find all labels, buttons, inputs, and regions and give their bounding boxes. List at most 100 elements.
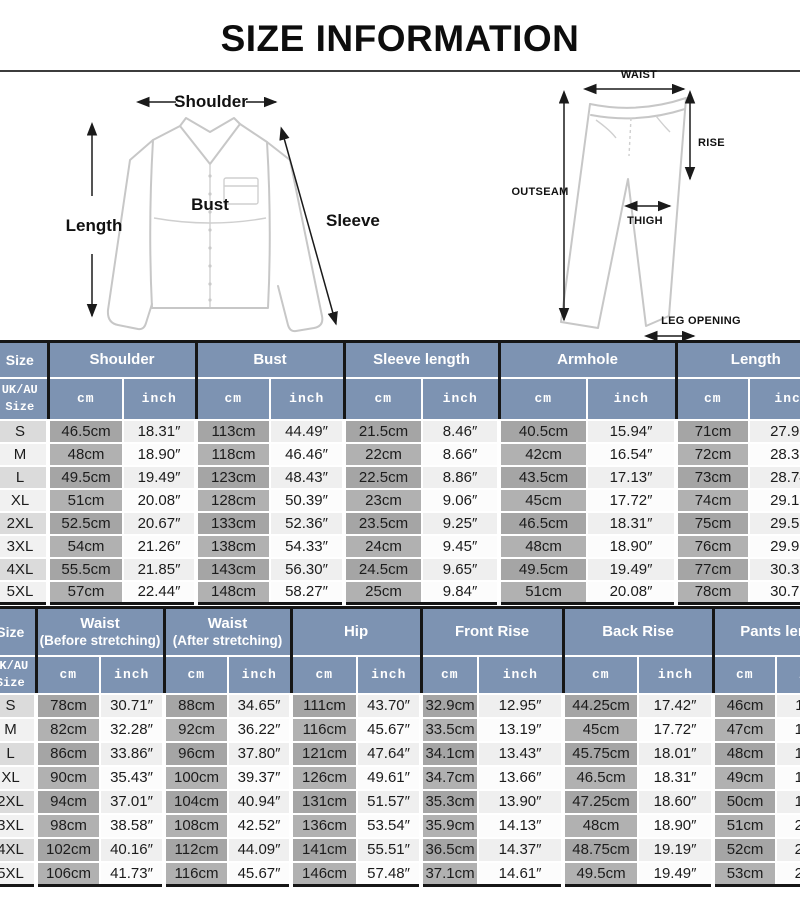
inch-value-cell: 9.65″ [421,556,501,582]
cm-value-cell: 121cm [289,740,359,767]
cm-value-cell: 49.5cm [561,860,640,887]
shirt-shoulder-label: Shoulder [174,92,248,111]
unit-header-inch: inch [477,654,564,694]
size-cell: XL [0,764,37,791]
inch-value-cell: 19.49″ [637,860,715,887]
inch-value-cell: 38.58″ [98,812,166,839]
size-cell: XL [0,487,49,513]
cm-value-cell: 57cm [46,579,124,605]
inch-value-cell: 46.46″ [269,441,346,467]
size-cell: 4XL [0,556,49,582]
size-cell: 2XL [0,510,49,536]
table-row: 4XL102cm40.16″112cm44.09″141cm55.51″36.5… [0,836,800,863]
unit-header-inch: inch [637,654,714,694]
cm-value-cell: 37.1cm [419,860,480,887]
cm-value-cell: 108cm [162,812,230,839]
inch-value-cell: 20.67″ [121,510,198,536]
inch-value-cell: 9.84″ [421,579,501,605]
inch-value-cell: 53.54″ [356,812,423,839]
inch-value-cell: 20.08″ [121,487,198,513]
table-row: 3XL 54cm 21.26″ 138cm 54.33″ 24cm 9.45″ 48cm 18.… [0,533,800,559]
inch-value-cell: 44.49″ [269,418,346,444]
cm-value-cell: 22.5cm [342,464,424,490]
inch-value-cell: 18.90″ [637,812,715,839]
cm-value-cell: 44.25cm [561,692,640,719]
cm-value-cell: 42cm [497,441,589,467]
inch-value-cell: 19.69″ [775,788,800,815]
cm-value-cell: 96cm [162,740,230,767]
inch-value-cell: 20.47″ [775,836,800,863]
size-cell: 3XL [0,533,49,559]
cm-value-cell: 138cm [194,533,272,559]
cm-value-cell: 104cm [162,788,230,815]
cm-value-cell: 52cm [711,836,778,863]
pants-outline [560,97,687,329]
title-divider [0,70,800,72]
measure-group-header: Front Rise [419,607,564,656]
inch-value-cell: 18.11″ [775,692,800,719]
unit-header-cm: cm [561,654,639,694]
inch-value-cell: 42.52″ [227,812,293,839]
cm-value-cell: 46.5cm [561,764,640,791]
measure-group-header: Length [674,341,800,378]
inch-value-cell: 33.86″ [98,740,166,767]
cm-value-cell: 48cm [711,740,778,767]
shirt-length-label: Length [66,216,123,235]
inch-value-cell: 18.90″ [586,533,678,559]
inch-value-cell: 37.01″ [98,788,166,815]
inch-value-cell: 13.90″ [477,788,565,815]
size-cell: L [0,464,49,490]
inch-value-cell: 35.43″ [98,764,166,791]
unit-header-inch: inch [227,654,292,694]
table-row: M 82cm 32.28″ 92cm 36.22″ 116cm 45.67″ 33.5cm 13… [0,716,800,743]
inch-value-cell: 21.26″ [121,533,198,559]
measure-group-header: Pants length [711,607,800,656]
inch-value-cell: 49.61″ [356,764,423,791]
cm-value-cell: 111cm [289,692,359,719]
cm-value-cell: 45cm [497,487,589,513]
cm-value-cell: 35.9cm [419,812,480,839]
inch-value-cell: 18.31″ [121,418,198,444]
cm-value-cell: 98cm [34,812,101,839]
cm-value-cell: 112cm [162,836,230,863]
cm-value-cell: 92cm [162,716,230,743]
cm-value-cell: 48cm [46,441,124,467]
cm-value-cell: 131cm [289,788,359,815]
inch-value-cell: 52.36″ [269,510,346,536]
measure-group-subheader: (After stretching) [172,633,283,649]
page-title: SIZE INFORMATION [220,18,580,59]
inch-value-cell: 8.46″ [421,418,501,444]
cm-value-cell: 126cm [289,764,359,791]
unit-header-cm: cm [162,654,229,694]
unit-header-inch: inch [269,376,345,420]
table-row: 5XL 57cm 22.44″ 148cm 58.27″ 25cm 9.84″ 51cm 20.… [0,579,800,605]
inch-value-cell: 27.95″ [748,418,800,444]
inch-value-cell: 37.80″ [227,740,293,767]
inch-value-cell: 32.28″ [98,716,166,743]
cm-value-cell: 48.75cm [561,836,640,863]
bottoms-size-table: Size Waist (Before stretching) Waist (After … [0,606,800,887]
cm-value-cell: 73cm [674,464,751,490]
cm-value-cell: 113cm [194,418,272,444]
cm-value-cell: 100cm [162,764,230,791]
inch-value-cell: 30.71″ [748,579,800,605]
unit-header-cm: cm [34,654,100,694]
cm-value-cell: 49.5cm [46,464,124,490]
inch-value-cell: 29.13″ [748,487,800,513]
pants-leg-opening-label: LEG OPENING [661,315,741,327]
measure-group-header: Hip [289,607,422,656]
unit-header-inch: inch [748,376,800,420]
inch-value-cell: 18.90″ [775,740,800,767]
cm-value-cell: 35.3cm [419,788,480,815]
cm-value-cell: 146cm [289,860,359,887]
size-cell: 5XL [0,579,49,605]
cm-value-cell: 46cm [711,692,778,719]
cm-value-cell: 133cm [194,510,272,536]
unit-header-cm: cm [194,376,271,420]
table-row: M 48cm 18.90″ 118cm 46.46″ 22cm 8.66″ 42cm 16.54… [0,441,800,467]
cm-value-cell: 75cm [674,510,751,536]
inch-value-cell: 19.49″ [121,464,198,490]
size-cell: S [0,418,49,444]
table-row: 2XL94cm37.01″104cm40.94″131cm51.57″35.3c… [0,788,800,815]
shirt-sleeve-label: Sleeve [326,211,380,230]
